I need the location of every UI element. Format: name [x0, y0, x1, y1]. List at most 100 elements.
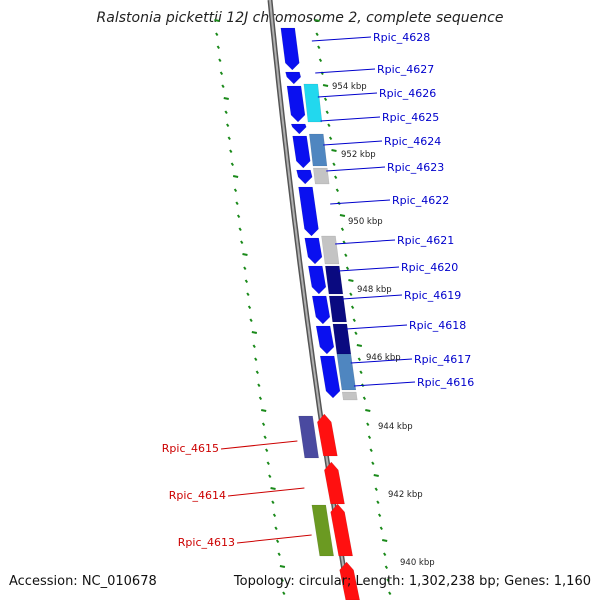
- inner-minor-tick: [263, 435, 267, 440]
- gene-block-red: [317, 413, 338, 457]
- inner-minor-tick: [261, 422, 266, 427]
- ruler-minor-tick: [332, 162, 336, 167]
- forward-gene-label: Rpic_4618: [409, 319, 466, 332]
- reverse-leader-line: [227, 487, 305, 497]
- inner-minor-tick: [218, 58, 222, 63]
- inner-minor-tick: [280, 578, 284, 583]
- inner-minor-tick: [255, 370, 259, 375]
- gene-block-blue: [311, 295, 331, 325]
- scale-label: 948 kbp: [357, 285, 392, 295]
- inner-minor-tick: [224, 110, 228, 115]
- forward-leader-line: [317, 92, 378, 98]
- ruler-minor-tick: [354, 331, 358, 336]
- forward-gene-label: Rpic_4617: [414, 353, 471, 366]
- forward-leader-line: [330, 199, 391, 205]
- gene-block-olive: [311, 504, 334, 557]
- scale-label: 954 kbp: [332, 82, 367, 92]
- forward-gene-label: Rpic_4622: [392, 194, 449, 207]
- gene-block-blue: [280, 27, 300, 71]
- inner-minor-tick: [236, 214, 241, 219]
- forward-gene-label: Rpic_4621: [397, 234, 454, 247]
- ruler-minor-tick: [369, 448, 373, 453]
- inner-minor-tick: [221, 84, 225, 89]
- forward-gene-label: Rpic_4616: [417, 376, 474, 389]
- inner-minor-tick: [254, 357, 258, 362]
- forward-gene-label: Rpic_4624: [384, 135, 441, 148]
- inner-minor-tick: [271, 500, 275, 505]
- gene-block-blue: [290, 123, 307, 135]
- inner-minor-tick: [257, 383, 261, 388]
- inner-minor-tick: [230, 162, 235, 167]
- ruler-minor-tick: [357, 357, 361, 362]
- ruler-minor-tick: [384, 565, 389, 570]
- inner-minor-tick: [268, 474, 272, 479]
- scale-label: 946 kbp: [366, 353, 401, 363]
- ruler-minor-tick: [379, 526, 383, 531]
- scale-label: 950 kbp: [348, 217, 383, 227]
- forward-leader-line: [338, 266, 400, 272]
- ruler-minor-tick: [350, 305, 355, 310]
- outer-ruler: [314, 19, 392, 596]
- inner-major-tick: [279, 565, 286, 568]
- gene-block-slate: [298, 415, 319, 459]
- ruler-minor-tick: [374, 487, 378, 492]
- inner-minor-tick: [247, 305, 252, 310]
- gene-block-blue: [319, 355, 341, 399]
- inner-minor-tick: [219, 71, 224, 76]
- gene-block-blue: [298, 186, 319, 237]
- gene-block-steel: [309, 133, 328, 167]
- ruler-minor-tick: [335, 188, 340, 193]
- gene-block-gray: [313, 167, 330, 185]
- ruler-minor-tick: [334, 175, 338, 180]
- ruler-major-tick: [348, 279, 354, 282]
- gene-block-gray: [321, 235, 340, 265]
- inner-minor-tick: [229, 149, 233, 154]
- inner-minor-tick: [215, 32, 219, 37]
- inner-major-tick: [242, 253, 248, 256]
- gene-block-blue: [286, 85, 306, 123]
- ruler-major-tick: [356, 344, 363, 347]
- inner-major-tick: [232, 175, 239, 178]
- reverse-leader-line: [220, 440, 298, 450]
- ruler-minor-tick: [344, 253, 348, 258]
- sequence-summary: Topology: circular; Length: 1,302,238 bp…: [233, 574, 591, 589]
- gene-block-blue: [292, 135, 311, 169]
- reverse-gene-label: Rpic_4615: [162, 442, 219, 455]
- inner-major-tick: [251, 331, 258, 334]
- ruler-major-tick: [314, 19, 320, 22]
- inner-minor-tick: [235, 201, 239, 206]
- forward-leader-line: [346, 324, 408, 330]
- forward-leader-line: [323, 140, 383, 146]
- label-leaders: [220, 36, 416, 544]
- ruler-minor-tick: [371, 461, 375, 466]
- ruler-minor-tick: [318, 58, 323, 63]
- forward-gene-label: Rpic_4626: [379, 87, 436, 100]
- inner-major-tick: [223, 97, 229, 100]
- scale-label: 944 kbp: [378, 422, 413, 432]
- ruler-minor-tick: [383, 552, 387, 557]
- gene-block-blue: [285, 71, 302, 85]
- ruler-minor-tick: [327, 123, 331, 128]
- forward-leader-line: [315, 68, 376, 74]
- ruler-minor-tick: [366, 422, 370, 427]
- gene-block-cyan: [303, 83, 323, 123]
- gene-block-red: [339, 561, 360, 600]
- ruler-major-tick: [365, 409, 371, 412]
- inner-minor-tick: [238, 227, 242, 232]
- ruler-minor-tick: [323, 97, 328, 102]
- gene-block-blue: [296, 169, 313, 185]
- inner-minor-tick: [275, 539, 280, 544]
- forward-leader-line: [311, 36, 372, 42]
- inner-minor-tick: [265, 448, 269, 453]
- inner-minor-tick: [274, 526, 278, 531]
- accession-text: Accession: NC_010678: [9, 574, 157, 589]
- ruler-minor-tick: [352, 318, 356, 323]
- forward-gene-label: Rpic_4623: [387, 161, 444, 174]
- inner-minor-tick: [227, 136, 231, 141]
- inner-minor-tick: [258, 396, 263, 401]
- ruler-minor-tick: [386, 578, 390, 583]
- ruler-minor-tick: [376, 500, 380, 505]
- scale-label: 942 kbp: [388, 490, 423, 500]
- forward-leader-line: [326, 166, 386, 172]
